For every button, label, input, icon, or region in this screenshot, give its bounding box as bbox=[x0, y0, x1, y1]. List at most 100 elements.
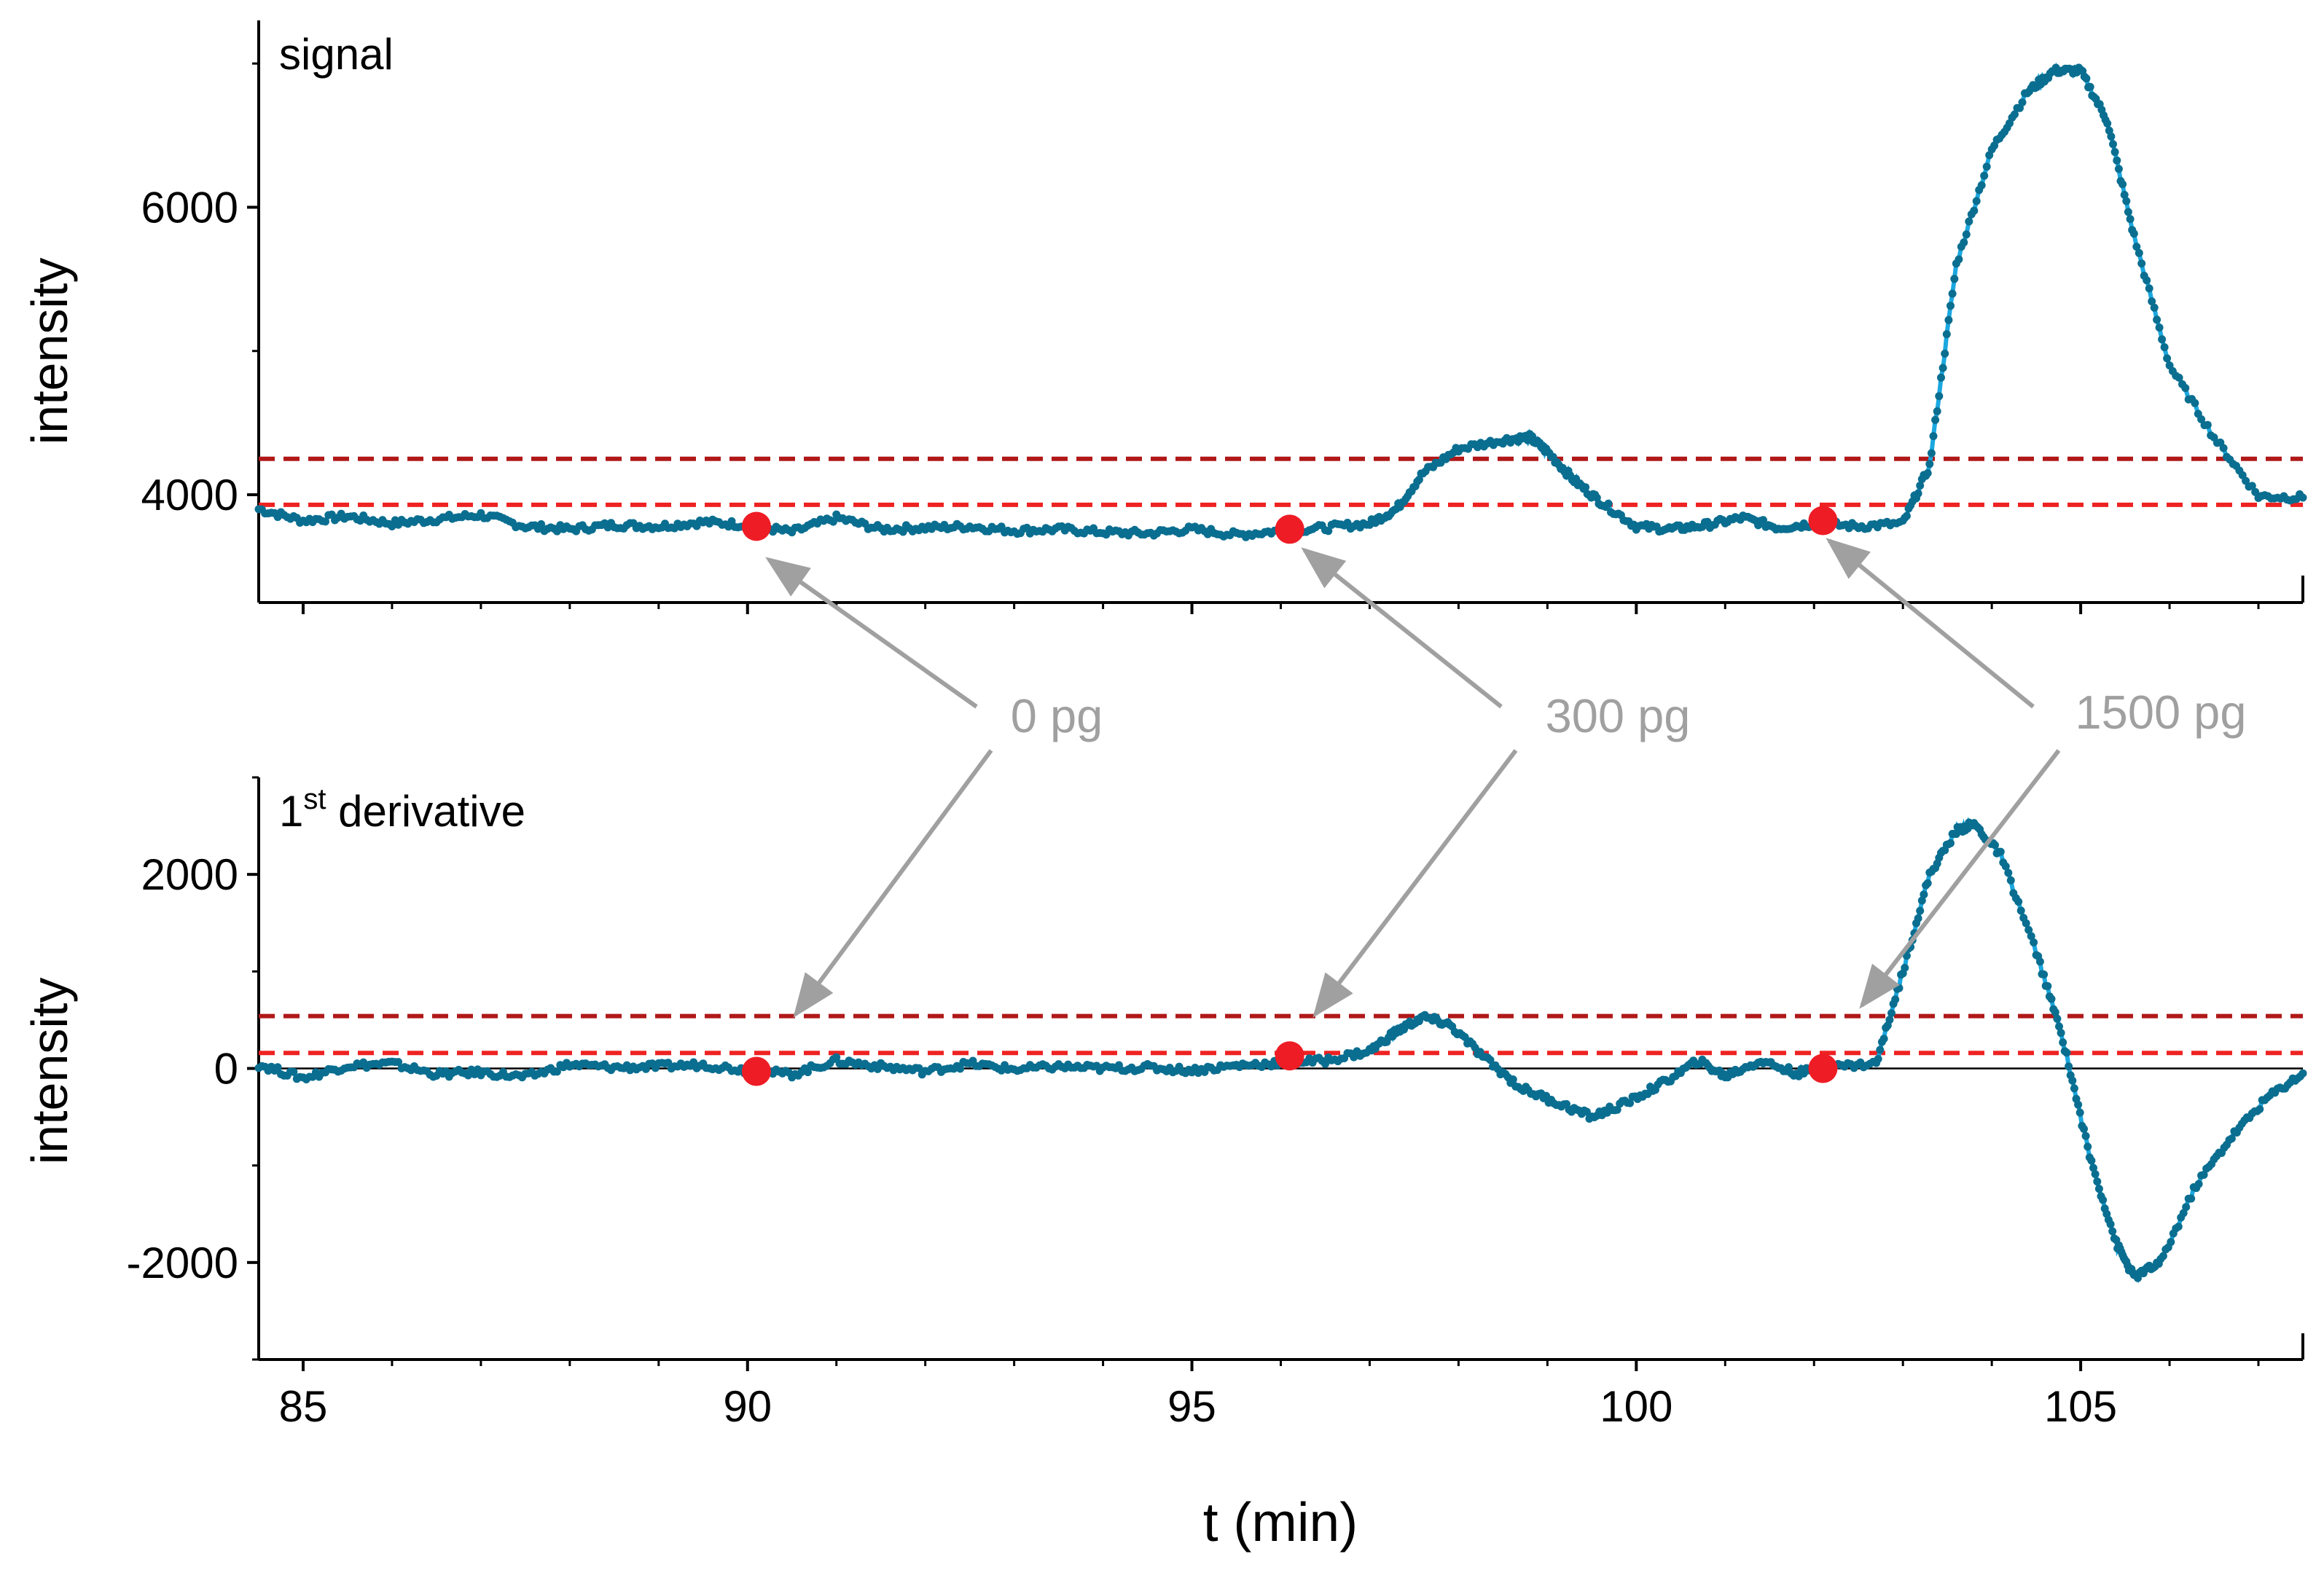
series-point bbox=[552, 527, 561, 536]
arrow-0pg-to-signal bbox=[765, 557, 978, 709]
arrow-1500pg-to-derivative bbox=[1859, 749, 2061, 1009]
series-point bbox=[1970, 206, 1979, 215]
label-1500pg: 1500 pg bbox=[2075, 686, 2247, 739]
series-point bbox=[474, 1065, 482, 1074]
series-point bbox=[1604, 499, 1613, 508]
series-point bbox=[2053, 1014, 2062, 1023]
series-point bbox=[2118, 180, 2127, 189]
x-tick-label: 100 bbox=[1600, 1382, 1672, 1431]
series-point bbox=[1977, 181, 1986, 189]
series-point bbox=[1931, 415, 1940, 424]
series-point bbox=[1937, 373, 1945, 382]
series-point bbox=[2051, 1008, 2059, 1016]
series-point bbox=[2030, 938, 2038, 946]
series-point bbox=[1950, 275, 1959, 283]
detection-marker bbox=[1808, 1054, 1838, 1083]
series-point bbox=[1902, 511, 1911, 520]
series-point bbox=[2203, 420, 2212, 429]
annotations: 0 pg 300 pg 1500 pg bbox=[765, 538, 2247, 1018]
series-point bbox=[2091, 1170, 2100, 1178]
series-point bbox=[2137, 259, 2146, 268]
series-point bbox=[2018, 98, 2027, 106]
series-point bbox=[1941, 349, 1949, 358]
series-point bbox=[2155, 323, 2164, 332]
series-point bbox=[2106, 1220, 2115, 1228]
x-tick-label: 105 bbox=[2044, 1382, 2117, 1431]
x-tick-label: 95 bbox=[1167, 1382, 1216, 1431]
series-point bbox=[2059, 1038, 2067, 1047]
series-point bbox=[2132, 243, 2141, 251]
series-point bbox=[2068, 1076, 2077, 1085]
series-point bbox=[1879, 1035, 1888, 1043]
series-point bbox=[2197, 415, 2206, 423]
bottom-markers bbox=[741, 1041, 1838, 1086]
series-point bbox=[1916, 482, 1925, 490]
series-point bbox=[2024, 925, 2033, 934]
series-point bbox=[2055, 1022, 2063, 1031]
y-tick-label: 0 bbox=[214, 1045, 238, 1094]
series-point bbox=[1874, 1055, 1882, 1063]
series-point bbox=[2175, 373, 2183, 382]
series-point bbox=[1920, 890, 1928, 899]
series-point bbox=[2016, 906, 2025, 915]
series-point bbox=[2124, 208, 2132, 216]
series-point bbox=[1350, 1053, 1358, 1062]
arrow-0pg-to-derivative bbox=[793, 749, 993, 1018]
detection-marker bbox=[1275, 1041, 1304, 1071]
bottom-y-axis-label: intensity bbox=[21, 978, 78, 1165]
series-point bbox=[1916, 906, 1925, 915]
series-point bbox=[1925, 460, 1934, 468]
series-point bbox=[2108, 1227, 2117, 1236]
series-point bbox=[2080, 1125, 2088, 1133]
series-point bbox=[1982, 162, 1991, 171]
y-tick-label: 2000 bbox=[141, 850, 238, 899]
series-point bbox=[1415, 475, 1423, 484]
series-point bbox=[1923, 879, 1932, 887]
series-point bbox=[1887, 1009, 1895, 1018]
series-point bbox=[1917, 896, 1926, 905]
series-point bbox=[273, 1063, 282, 1072]
series-point bbox=[2145, 284, 2153, 293]
series-point bbox=[2227, 1134, 2236, 1143]
series-point bbox=[321, 517, 329, 526]
series-point bbox=[1613, 1105, 1621, 1114]
y-tick-label: -2000 bbox=[127, 1239, 238, 1287]
series-point bbox=[1891, 995, 1900, 1004]
top-x-ticks bbox=[301, 603, 2260, 614]
series-point bbox=[1942, 330, 1951, 339]
series-point bbox=[1955, 255, 1963, 264]
series-point bbox=[1965, 217, 1973, 226]
series-point bbox=[2135, 248, 2143, 257]
series-point bbox=[2057, 1029, 2065, 1037]
series-point bbox=[2219, 444, 2228, 452]
series-point bbox=[2167, 1238, 2175, 1247]
series-point bbox=[915, 1064, 923, 1072]
series-point bbox=[2126, 215, 2135, 224]
bottom-x-ticks: 85 90 95 100 105 bbox=[279, 1360, 2260, 1431]
series-point bbox=[2035, 957, 2044, 966]
series-point bbox=[804, 1068, 812, 1077]
bottom-y-ticks: -2000 0 2000 bbox=[127, 776, 259, 1361]
bottom-panel-label-rest: derivative bbox=[326, 787, 525, 836]
series-point bbox=[1927, 449, 1936, 458]
series-point bbox=[1914, 914, 1922, 922]
series-point bbox=[1895, 984, 1904, 992]
series-point bbox=[2143, 276, 2151, 285]
series-point bbox=[2114, 165, 2123, 173]
series-point bbox=[388, 522, 396, 530]
series-point bbox=[1509, 1075, 1517, 1084]
series-point bbox=[2150, 303, 2159, 312]
arrow-300pg-to-signal bbox=[1301, 547, 1503, 709]
series-point bbox=[2163, 354, 2172, 363]
series-point bbox=[2110, 148, 2119, 157]
series-point bbox=[1902, 952, 1911, 960]
series-point bbox=[1321, 1059, 1329, 1068]
series-point bbox=[552, 1067, 561, 1076]
series-point bbox=[1938, 364, 1947, 372]
series-point bbox=[1901, 963, 1909, 972]
series-point bbox=[2040, 970, 2049, 978]
arrow-1500pg-to-signal bbox=[1826, 538, 2035, 709]
series-point bbox=[2179, 1209, 2188, 1217]
series-point bbox=[2247, 482, 2256, 490]
